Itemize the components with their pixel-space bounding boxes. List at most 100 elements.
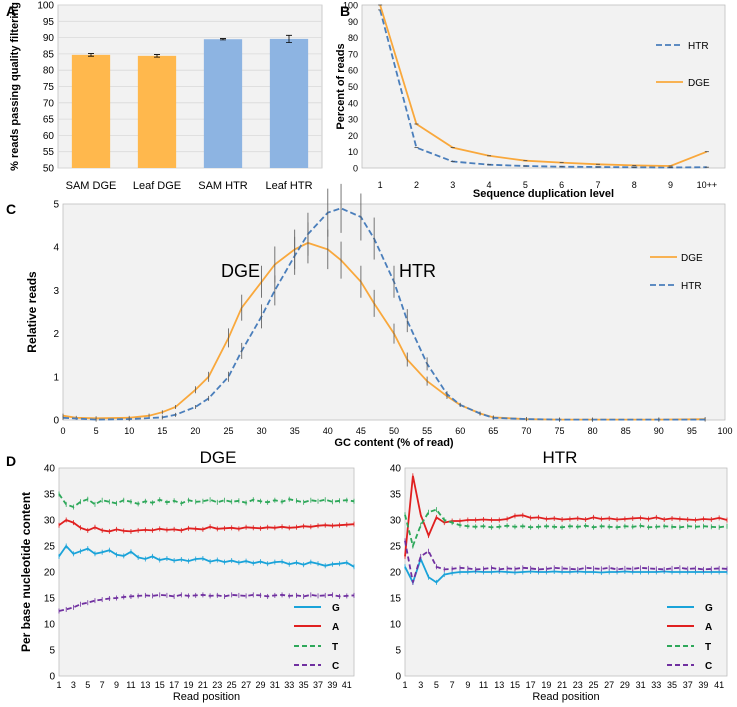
panel-c-dge-annotation: DGE: [221, 261, 260, 281]
panel-d-dge-xtick-label: 33: [284, 680, 294, 690]
panel-a-ytick-label: 75: [43, 82, 55, 93]
panel-b-x-axis-label: Sequence duplication level: [473, 188, 614, 200]
panel-b-ytick-label: 20: [348, 131, 358, 141]
panel-c-xtick-label: 35: [290, 426, 300, 436]
panel-a-y-axis-label: % reads passing quality filtering: [9, 2, 21, 171]
panel-c-ytick-label: 3: [53, 286, 59, 297]
panel-c-y-axis-label: Relative reads: [25, 271, 39, 353]
panel-d-htr-series-g-line: [404, 556, 727, 585]
panel-b-xtick-label: 5: [523, 180, 528, 190]
panel-d-dge-xtick-label: 1: [56, 680, 61, 690]
panel-d-htr-xtick-label: 35: [667, 680, 677, 690]
panel-label-a: A: [6, 3, 16, 19]
panel-d-htr-series-t-line: [404, 508, 728, 550]
panel-c-xtick-label: 95: [687, 426, 697, 436]
panel-b-ytick-label: 80: [348, 33, 358, 43]
panel-d-dge-x-axis-label: Read position: [173, 691, 240, 703]
panel-c-legend-label: HTR: [681, 281, 702, 292]
panel-a-bar-chart: 50 55 60 65 70 75 80 85 90 95 100 SAM DGE Leaf DGE SA…: [9, 1, 323, 192]
panel-d-htr-series-a-line: [404, 475, 728, 557]
panel-b-xtick-label: 4: [487, 180, 492, 190]
panel-c-xtick-label: 100: [717, 426, 732, 436]
panel-b-xtick-label: 10++: [697, 180, 718, 190]
panel-a-bar: [137, 55, 177, 168]
panel-b-xtick-label: 3: [450, 180, 455, 190]
panel-d-htr-ytick-label: 20: [390, 568, 402, 579]
panel-b-ytick-label: 50: [348, 82, 358, 92]
panel-a-ytick-label: 65: [43, 115, 55, 126]
panel-c-ytick-label: 1: [53, 372, 59, 383]
panel-d-htr-xtick-label: 7: [450, 680, 455, 690]
panel-b-plot-area: [361, 4, 726, 169]
panel-d-dge-xtick-label: 11: [126, 680, 135, 690]
panel-d-dge-y-axis-label: Per base nucleotide content: [19, 492, 33, 652]
panel-b-xtick-label: 1: [378, 180, 383, 190]
panel-a-error-bar: [286, 34, 292, 43]
panel-d-htr-xtick-label: 11: [479, 680, 488, 690]
panel-d-dge-ytick-label: 25: [44, 542, 56, 553]
panel-d-dge-series-g-line: [58, 544, 355, 568]
panel-c-xtick-label: 15: [157, 426, 167, 436]
panel-d-dge-xtick-label: 25: [227, 680, 237, 690]
panel-c-plot-area: [62, 203, 726, 421]
panel-c-legend-label: DGE: [681, 253, 703, 264]
panel-b-ytick-label: 70: [348, 49, 358, 59]
panel-b-ytick-label: 40: [348, 98, 358, 108]
panel-d-dge-xtick-label: 27: [241, 680, 251, 690]
panel-a-ytick-label: 100: [37, 1, 54, 12]
panel-d-htr-xtick-label: 39: [698, 680, 708, 690]
panel-d-dge-xtick-label: 35: [299, 680, 309, 690]
panel-a-ytick-label: 70: [43, 98, 55, 109]
panel-d-htr-xtick-label: 21: [557, 680, 567, 690]
panel-a-category-label: SAM HTR: [198, 180, 248, 192]
panel-a-ytick-label: 50: [43, 164, 55, 175]
panel-c-x-axis-label: GC content (% of read): [334, 437, 454, 449]
panel-d-dge-xtick-label: 31: [270, 680, 280, 690]
panel-c-xtick-label: 65: [488, 426, 498, 436]
panel-d-dge-ytick-label: 35: [44, 490, 56, 501]
panel-d-dge-xtick-label: 15: [155, 680, 165, 690]
panel-b-legend-label: HTR: [688, 41, 709, 52]
panel-d-htr-xtick-label: 15: [510, 680, 520, 690]
panel-d-htr-xtick-label: 37: [683, 680, 693, 690]
panel-d-dge-xtick-label: 17: [169, 680, 179, 690]
panel-c-xtick-label: 75: [554, 426, 564, 436]
panel-d-htr-legend-label: G: [705, 603, 713, 614]
panel-a-bar: [71, 54, 111, 168]
panel-c-xtick-label: 40: [323, 426, 333, 436]
panel-d-dge-xtick-label: 19: [184, 680, 194, 690]
panel-c-xtick-label: 10: [124, 426, 134, 436]
panel-a-bar: [203, 39, 243, 169]
panel-c-htr-annotation: HTR: [399, 261, 436, 281]
panel-d-htr-legend-label: A: [705, 622, 712, 633]
panel-d-htr-ytick-label: 25: [390, 542, 402, 553]
panel-b-duplication-chart: 0 10 20 30 40 50 60 70 80 90 100 1 2 3 4 5 6 7 8 9 10++ HTR DG…: [335, 1, 726, 200]
panel-d-dge-xtick-label: 5: [85, 680, 90, 690]
panel-d-htr-xtick-label: 17: [526, 680, 536, 690]
panel-c-xtick-label: 25: [223, 426, 233, 436]
panel-d-dge-series-a-line: [58, 518, 355, 533]
panel-label-d: D: [6, 453, 16, 469]
panel-d-dge-ytick-label: 10: [44, 620, 56, 631]
panel-a-error-bar: [220, 38, 226, 41]
panel-c-xtick-label: 0: [60, 426, 65, 436]
panel-a-ytick-label: 90: [43, 33, 55, 44]
panel-d-dge-xtick-label: 13: [140, 680, 150, 690]
panel-c-xtick-label: 5: [94, 426, 99, 436]
panel-d-dge-ytick-label: 0: [49, 672, 55, 683]
panel-d-dge-ytick-label: 20: [44, 568, 56, 579]
panel-d-htr-xtick-label: 27: [604, 680, 614, 690]
panel-a-ytick-label: 55: [43, 147, 55, 158]
panel-d-htr-series-c-line: [404, 540, 728, 583]
panel-b-ytick-label: 100: [343, 1, 358, 11]
panel-d-htr-xtick-label: 13: [494, 680, 504, 690]
panel-b-xtick-label: 9: [668, 180, 673, 190]
panel-d-dge-xtick-label: 39: [327, 680, 337, 690]
panel-a-ytick-label: 95: [43, 17, 55, 28]
panel-d-dge-legend-label: G: [332, 603, 340, 614]
panel-c-xtick-label: 55: [422, 426, 432, 436]
panel-b-y-axis-label: Percent of reads: [335, 43, 347, 129]
